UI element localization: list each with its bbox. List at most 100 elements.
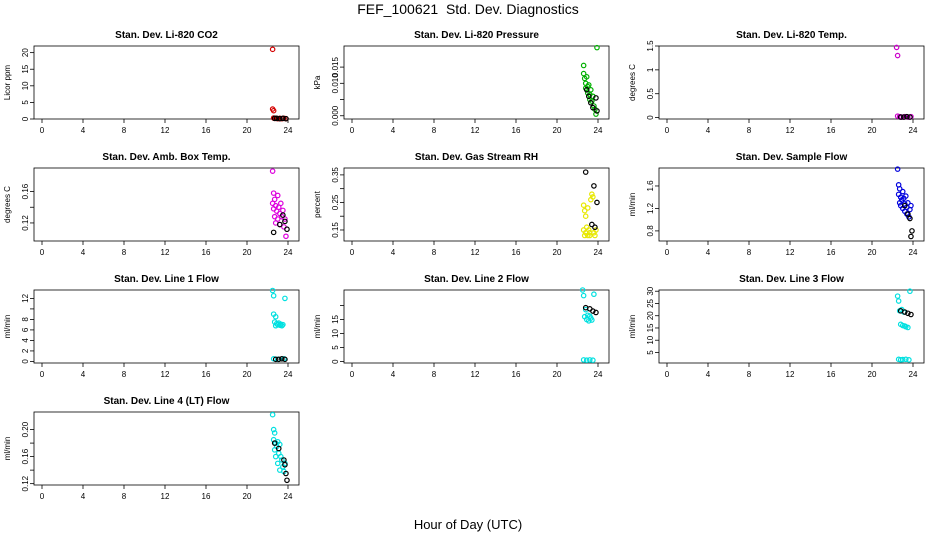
- y-tick-label: 0: [21, 116, 30, 121]
- x-tick-label: 24: [594, 248, 603, 257]
- data-point: [278, 200, 284, 207]
- plot-frame: [33, 289, 300, 364]
- data-point: [271, 440, 278, 446]
- data-point: [270, 292, 277, 299]
- plot-frame: [658, 167, 925, 242]
- data-point: [586, 357, 593, 363]
- plot-frame: [658, 45, 925, 120]
- data-point: [586, 232, 593, 239]
- data-point: [585, 93, 592, 100]
- data-point: [272, 453, 279, 460]
- data-point: [274, 192, 281, 199]
- data-point: [901, 202, 908, 209]
- y-axis-label: percent: [313, 190, 322, 217]
- x-tick-label: 12: [161, 248, 170, 257]
- x-tick-label: 20: [243, 248, 252, 257]
- data-point: [270, 229, 277, 236]
- x-tick-label: 24: [284, 248, 293, 257]
- data-point: [593, 95, 599, 101]
- y-tick-label: 12: [21, 293, 30, 302]
- data-point: [909, 228, 915, 234]
- data-point: [583, 74, 590, 80]
- data-point: [593, 111, 599, 117]
- data-point: [590, 308, 596, 314]
- y-tick-label: 15: [331, 314, 340, 323]
- data-point: [283, 470, 289, 477]
- x-tick-label: 16: [512, 126, 521, 135]
- x-tick-label: 0: [40, 248, 45, 257]
- y-tick-label: 20: [21, 48, 30, 57]
- x-tick-label: 4: [391, 370, 396, 379]
- data-point: [280, 212, 286, 218]
- data-point: [897, 114, 904, 120]
- x-tick-label: 0: [350, 248, 355, 257]
- data-point: [590, 357, 596, 363]
- y-tick-label: 25: [646, 298, 655, 307]
- data-point: [591, 291, 597, 298]
- data-point: [269, 46, 276, 53]
- data-point: [579, 287, 586, 293]
- data-point: [894, 166, 901, 172]
- data-point: [280, 207, 286, 214]
- x-tick-label: 4: [706, 370, 711, 379]
- data-point: [896, 185, 903, 192]
- x-tick-label: 24: [284, 370, 293, 379]
- data-point: [903, 356, 909, 363]
- panel-title: Stan. Dev. Line 4 (LT) Flow: [104, 396, 230, 407]
- data-point: [907, 288, 913, 295]
- x-tick-label: 4: [81, 126, 86, 135]
- y-tick-label: 0.16: [21, 448, 30, 464]
- x-tick-label: 8: [432, 248, 437, 257]
- panel-title: Stan. Dev. Sample Flow: [736, 152, 848, 163]
- y-tick-label: 0.12: [21, 215, 30, 231]
- data-point: [585, 227, 592, 233]
- data-point: [269, 287, 276, 294]
- x-tick-label: 0: [350, 126, 355, 135]
- data-point: [588, 99, 594, 106]
- y-tick-label: 0: [646, 115, 655, 120]
- y-tick-label: 0.15: [331, 222, 340, 238]
- y-tick-label: 5: [21, 100, 30, 105]
- chart-panel: Stan. Dev. Gas Stream RH 0 4 8 12 16 20 24 0.15 0…: [313, 152, 610, 257]
- data-point: [589, 221, 595, 228]
- x-tick-label: 12: [161, 370, 170, 379]
- x-tick-label: 16: [512, 248, 521, 257]
- data-point: [272, 313, 279, 320]
- data-point: [270, 426, 277, 433]
- y-tick-label: 0.015: [331, 57, 340, 78]
- data-point: [580, 70, 587, 77]
- panel-title: Stan. Dev. Li-820 Pressure: [414, 30, 539, 41]
- data-point: [905, 200, 911, 206]
- y-tick-label: 5: [331, 345, 340, 350]
- data-point: [271, 196, 278, 203]
- y-axis-label: ml/min: [313, 315, 322, 339]
- y-axis-label: kPa: [313, 75, 322, 89]
- x-tick-label: 0: [350, 370, 355, 379]
- y-tick-label: 2: [21, 348, 30, 353]
- x-tick-label: 16: [512, 370, 521, 379]
- chart-panel: Stan. Dev. Line 4 (LT) Flow 0 4 8 12 16 20 24 0.…: [3, 396, 300, 501]
- x-tick-label: 20: [868, 248, 877, 257]
- x-tick-label: 8: [747, 126, 752, 135]
- y-tick-label: 1.2: [646, 202, 655, 214]
- data-point: [593, 309, 599, 316]
- data-point: [593, 227, 599, 233]
- chart-panel: Stan. Dev. Li-820 CO2 0 4 8 12 16 20 24 0 5 10 15 20…: [3, 30, 300, 135]
- x-tick-label: 12: [471, 248, 480, 257]
- x-tick-label: 20: [868, 126, 877, 135]
- plot-frame: [33, 45, 300, 120]
- x-tick-label: 16: [202, 370, 211, 379]
- x-tick-label: 8: [747, 248, 752, 257]
- y-tick-label: 1: [646, 67, 655, 72]
- y-tick-label: 1.6: [646, 180, 655, 192]
- x-tick-label: 8: [747, 370, 752, 379]
- y-tick-label: 0.12: [21, 475, 30, 491]
- y-axis-label: ml/min: [628, 315, 637, 339]
- data-point: [585, 82, 592, 88]
- data-point: [901, 309, 908, 315]
- data-point: [583, 87, 590, 93]
- page-title: FEF_100621 Std. Dev. Diagnostics: [357, 1, 579, 17]
- x-tick-label: 24: [284, 126, 293, 135]
- y-tick-label: 0.35: [331, 167, 340, 183]
